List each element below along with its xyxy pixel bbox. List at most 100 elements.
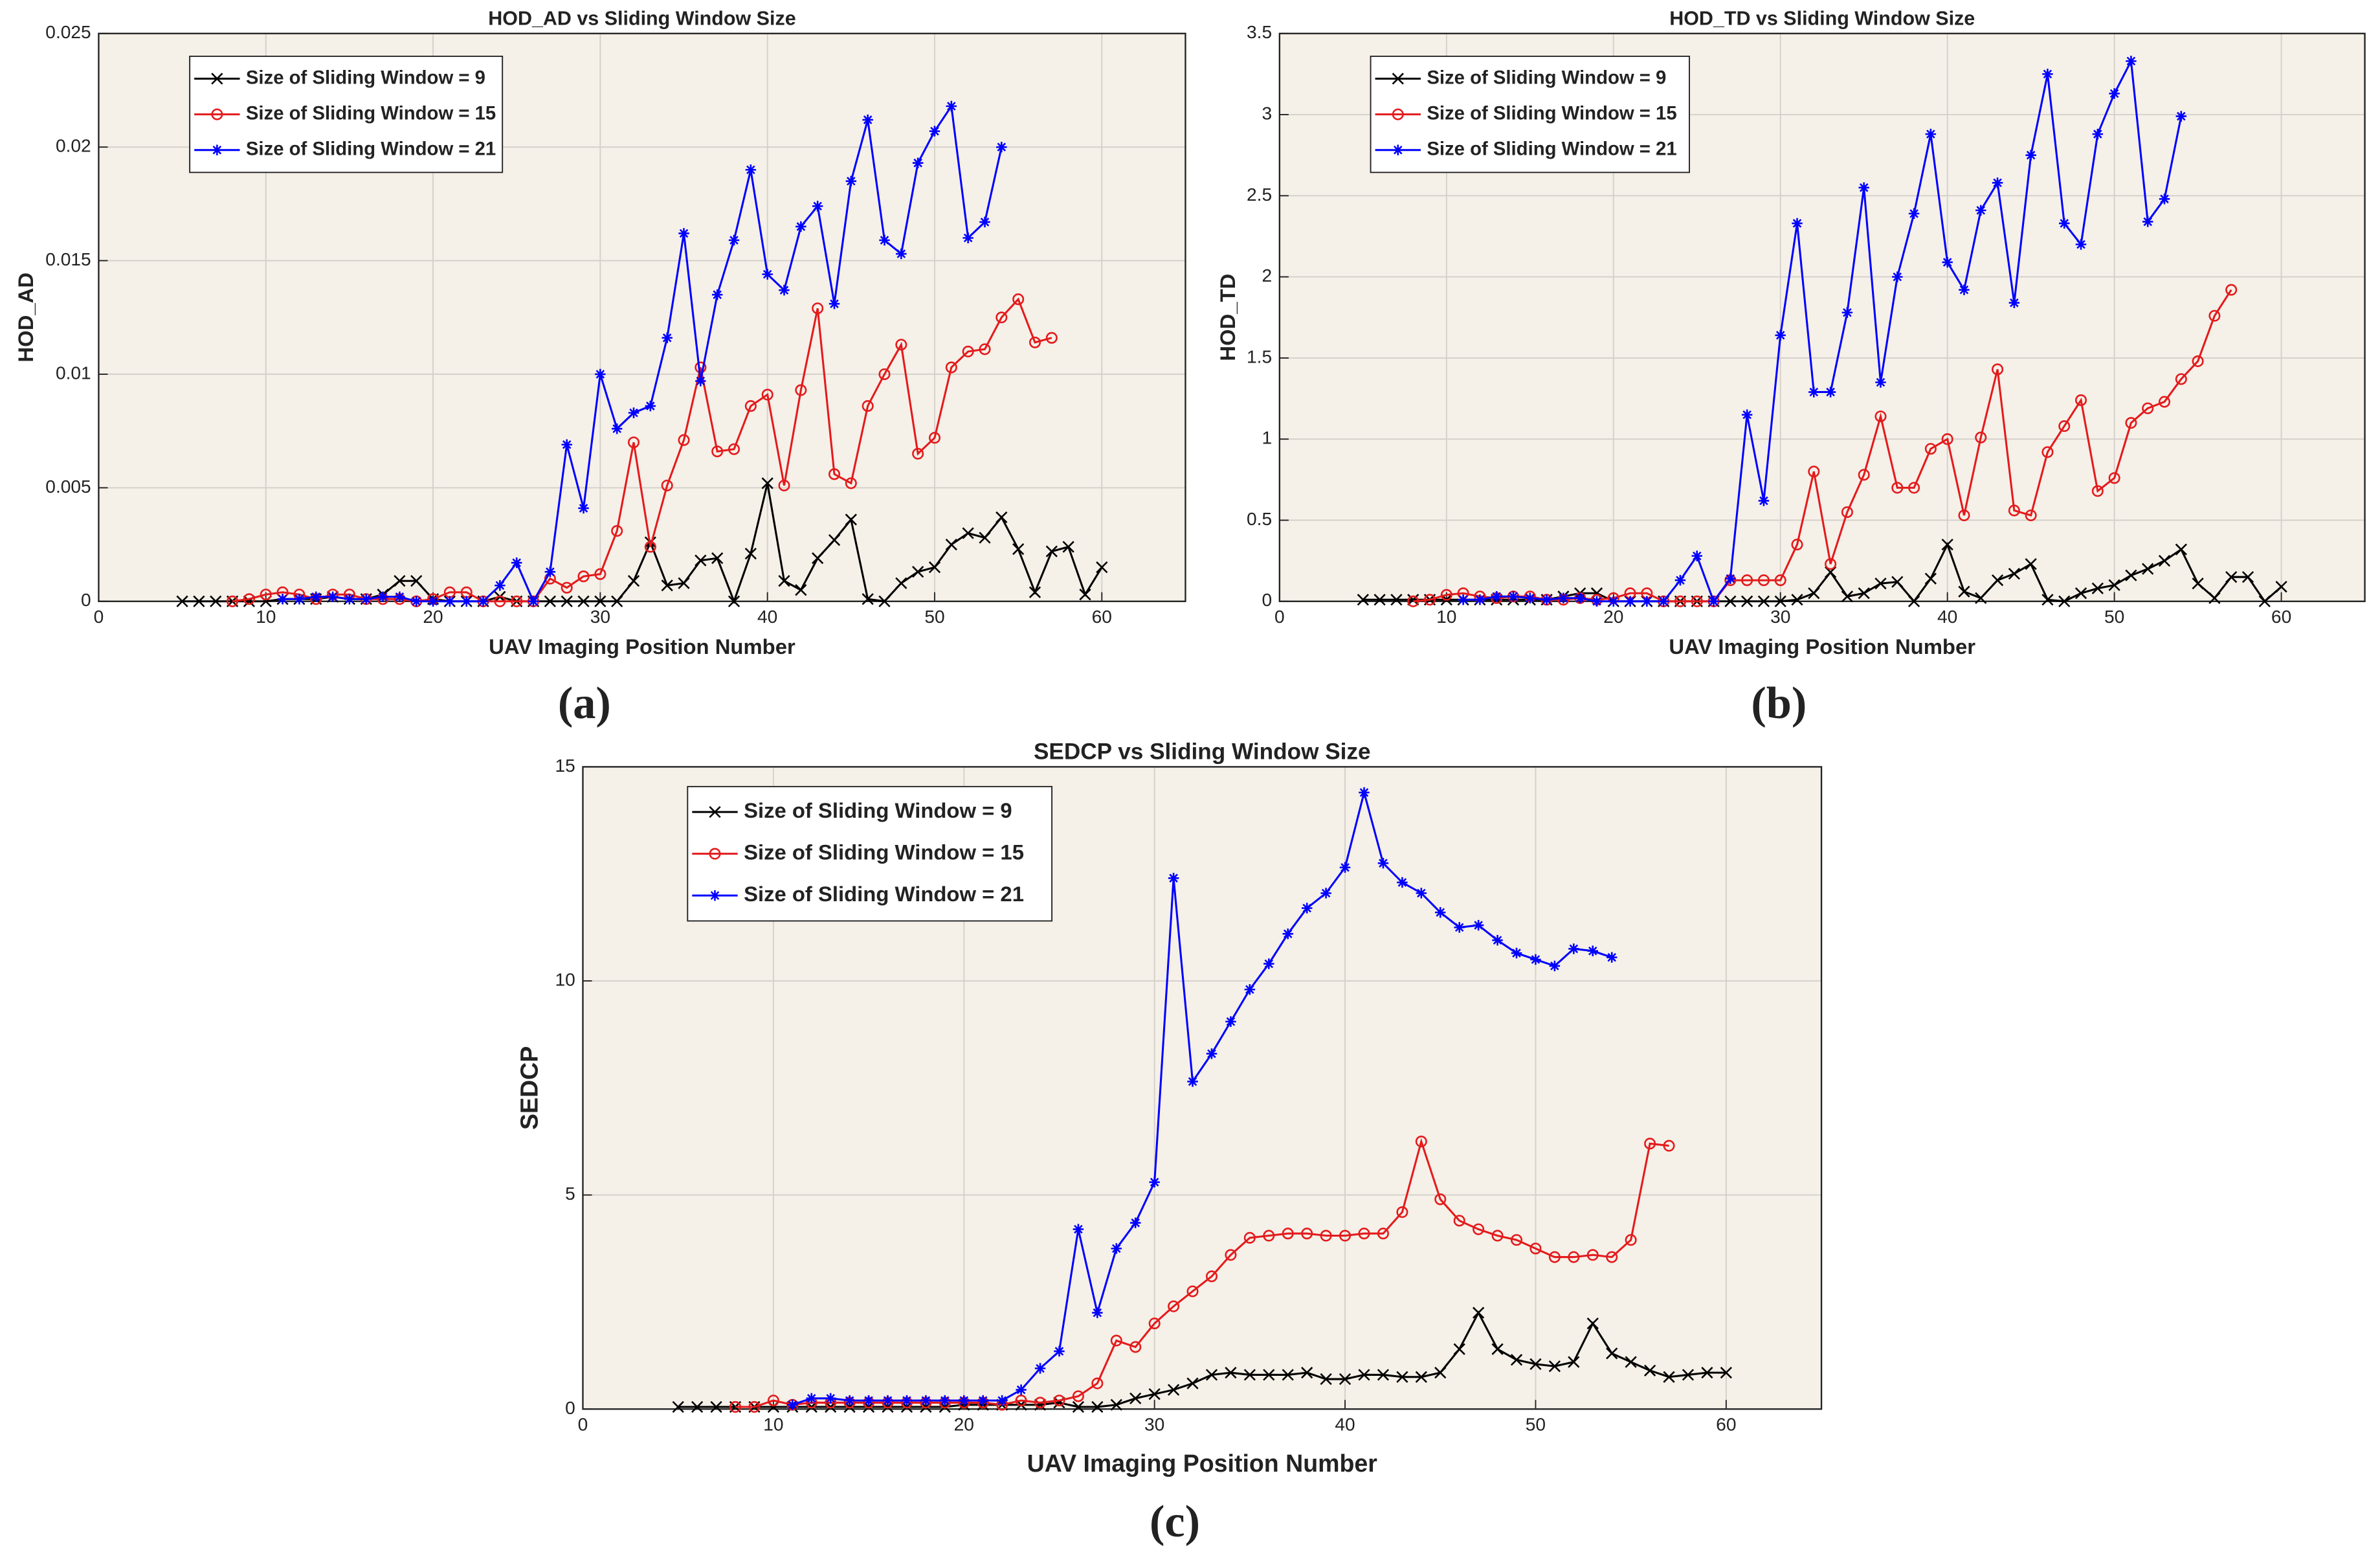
data-point [879, 234, 890, 246]
data-point [728, 443, 740, 455]
data-point [795, 384, 807, 396]
data-point [210, 595, 222, 607]
data-point [1725, 573, 1736, 584]
x-tick-label: 40 [1937, 607, 1957, 627]
data-point [1858, 587, 1870, 600]
data-point [728, 234, 740, 246]
data-point [1148, 1388, 1161, 1400]
data-point [1511, 947, 1522, 959]
x-tick-label: 40 [757, 607, 777, 627]
data-point [1358, 1369, 1370, 1381]
x-tick-label: 0 [578, 1415, 588, 1435]
data-point [1758, 495, 1770, 506]
data-point [979, 532, 991, 544]
x-axis-label: UAV Imaging Position Number [1027, 1450, 1378, 1477]
y-tick-label: 2.5 [1247, 185, 1272, 205]
data-point [1320, 888, 1331, 899]
y-axis-label: SEDCP [516, 1046, 543, 1130]
data-point [1282, 1369, 1294, 1381]
data-point [678, 434, 690, 446]
data-point [1641, 596, 1652, 607]
data-point [678, 577, 690, 589]
data-point [2208, 309, 2221, 322]
data-point [1091, 1377, 1104, 1389]
data-point [1434, 1367, 1447, 1379]
x-tick-label: 0 [94, 607, 104, 627]
legend-box [189, 55, 504, 174]
data-point [761, 477, 773, 489]
data-point [1415, 1136, 1427, 1147]
data-point [1825, 558, 1837, 570]
data-point [1320, 1230, 1332, 1242]
data-point [761, 388, 773, 401]
data-point [411, 596, 422, 607]
x-tick-label: 40 [1335, 1415, 1355, 1435]
data-point [1339, 862, 1351, 873]
data-point [2008, 297, 2020, 308]
data-point [2008, 568, 2020, 580]
data-point [2175, 111, 2187, 122]
data-point [2075, 394, 2087, 407]
data-point [1491, 1343, 1504, 1355]
data-point [1907, 595, 1920, 607]
data-point [691, 1400, 704, 1413]
caption: (b) [1751, 678, 1807, 728]
data-point [778, 575, 790, 587]
data-point [1390, 594, 1403, 606]
data-point [2109, 88, 2120, 99]
data-point [260, 589, 272, 601]
data-point [460, 586, 473, 598]
data-point [1320, 1373, 1332, 1386]
y-tick-label: 2 [1262, 265, 1272, 286]
data-point [1225, 1367, 1237, 1379]
legend-marker [1392, 73, 1404, 85]
y-tick-label: 15 [555, 756, 575, 776]
data-point [962, 232, 973, 243]
data-point [1641, 587, 1653, 600]
plot-frame [98, 32, 1186, 602]
data-point [494, 595, 506, 607]
data-point [962, 527, 974, 539]
data-point [678, 228, 689, 239]
plot-frame [1278, 32, 2366, 602]
data-point [511, 557, 522, 568]
legend-label: Size of Sliding Window = 21 [1427, 138, 1676, 159]
data-point [920, 1395, 931, 1406]
data-point [1016, 1384, 1027, 1395]
data-point [2008, 504, 2020, 517]
data-point [1825, 387, 1836, 398]
data-point [2142, 402, 2154, 414]
data-point [176, 595, 188, 607]
data-point [427, 596, 439, 607]
data-point [2125, 569, 2137, 581]
y-tick-label: 3 [1262, 103, 1272, 123]
data-point [1674, 595, 1686, 607]
data-point [845, 477, 857, 489]
data-point [1892, 271, 1903, 282]
data-point [1792, 218, 1803, 229]
data-point [1757, 595, 1770, 607]
data-point [1435, 907, 1446, 918]
data-point [1643, 1364, 1656, 1376]
data-point [2225, 571, 2238, 583]
data-point [277, 594, 288, 605]
data-point [1510, 1354, 1523, 1366]
data-point [844, 1395, 855, 1406]
data-point [1606, 1251, 1618, 1263]
data-point [1377, 857, 1389, 869]
data-point [511, 595, 523, 607]
legend-label: Size of Sliding Window = 15 [1427, 102, 1676, 124]
legend-label: Size of Sliding Window = 9 [1427, 67, 1666, 88]
data-point [710, 1400, 722, 1413]
data-point [1741, 409, 1753, 420]
data-point [1054, 1345, 1065, 1357]
data-point [767, 1395, 779, 1407]
data-point [729, 1401, 742, 1413]
data-point [1791, 539, 1803, 551]
data-point [2125, 417, 2137, 429]
data-point [1129, 1341, 1142, 1353]
y-tick-label: 0.01 [56, 363, 91, 383]
x-tick-label: 20 [1603, 607, 1623, 627]
data-point [1741, 574, 1753, 587]
